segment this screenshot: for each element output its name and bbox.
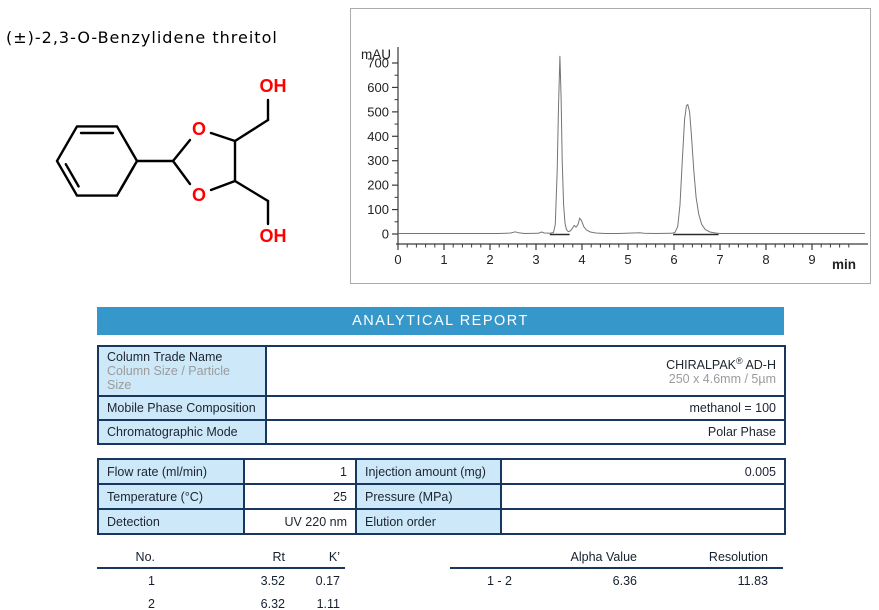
y-tick-label: 400: [367, 129, 389, 144]
y-axis-unit-label: mAU: [361, 47, 391, 62]
table-row: Column Trade Name Column Size / Particle…: [97, 345, 786, 397]
x-tick-label: 8: [762, 252, 769, 267]
chromatogram-svg: 0 100 200 300 400 500 600 700 0 1 2 3 4 5 6 7 8 9 mAU min: [361, 47, 868, 272]
oxygen-top-label: O: [192, 119, 206, 139]
flow-rate-value: 1: [243, 458, 357, 485]
analytical-report: ANALYTICAL REPORT Column Trade Name Colu…: [97, 307, 786, 610]
temperature-value: 25: [243, 483, 357, 510]
y-tick-label: 200: [367, 178, 389, 193]
separation-table: Alpha Value Resolution 1 - 2 6.36 11.83: [450, 546, 783, 592]
x-tick-label: 4: [578, 252, 585, 267]
x-tick-label: 7: [716, 252, 723, 267]
mobile-phase-value: methanol = 100: [265, 395, 786, 421]
table-row: Mobile Phase Composition methanol = 100: [97, 395, 786, 421]
column-info-table: Column Trade Name Column Size / Particle…: [97, 345, 786, 445]
y-tick-label: 700: [367, 56, 389, 71]
injection-amount-label: Injection amount (mg): [355, 458, 502, 485]
x-tick-label: 2: [486, 252, 493, 267]
compound-title: (±)-2,3-O-Benzylidene threitol: [6, 28, 278, 47]
elution-order-value: [500, 508, 786, 535]
pressure-label: Pressure (MPa): [355, 483, 502, 510]
chemical-structure: O O OH OH: [55, 76, 287, 246]
x-tick-label: 0: [394, 252, 401, 267]
separation-table-header: Alpha Value Resolution: [450, 546, 783, 569]
pressure-value: [500, 483, 786, 510]
chromatographic-mode-value: Polar Phase: [265, 419, 786, 445]
y-tick-label: 300: [367, 153, 389, 168]
column-trade-name-label: Column Trade Name Column Size / Particle…: [97, 345, 267, 397]
y-tick-label: 600: [367, 80, 389, 95]
peak-table: No. Rt K’ 1 3.52 0.17 2 6.32 1.11: [97, 546, 345, 610]
signal-trace: [398, 55, 865, 234]
x-tick-label: 1: [440, 252, 447, 267]
x-tick-label: 6: [670, 252, 677, 267]
x-axis-unit-label: min: [832, 257, 856, 272]
peak-statistics: No. Rt K’ 1 3.52 0.17 2 6.32 1.11: [97, 546, 784, 610]
chromatogram-panel: 0 100 200 300 400 500 600 700 0 1 2 3 4 5 6 7 8 9 mAU min: [350, 8, 871, 284]
elution-order-label: Elution order: [355, 508, 502, 535]
table-row: Temperature (°C) 25 Pressure (MPa): [97, 483, 786, 510]
table-row: Chromatographic Mode Polar Phase: [97, 419, 786, 445]
y-tick-label: 100: [367, 202, 389, 217]
column-trade-name-value: CHIRALPAK® AD-H 250 x 4.6mm / 5µm: [265, 345, 786, 397]
table-row: 1 3.52 0.17: [148, 573, 340, 588]
x-tick-label: 5: [624, 252, 631, 267]
dioxolane-ring: [135, 131, 237, 192]
x-tick-label: 9: [808, 252, 815, 267]
report-header: ANALYTICAL REPORT: [97, 307, 784, 335]
chromatographic-mode-label: Chromatographic Mode: [97, 419, 267, 445]
injection-amount-value: 0.005: [500, 458, 786, 485]
flow-rate-label: Flow rate (ml/min): [97, 458, 245, 485]
hydroxymethyl-groups: [233, 98, 270, 226]
table-row: 2 6.32 1.11: [148, 597, 340, 610]
oxygen-bottom-label: O: [192, 185, 206, 205]
hydroxyl-top-label: OH: [260, 76, 287, 96]
temperature-label: Temperature (°C): [97, 483, 245, 510]
hydroxyl-bottom-label: OH: [260, 226, 287, 246]
mobile-phase-label: Mobile Phase Composition: [97, 395, 267, 421]
detection-value: UV 220 nm: [243, 508, 357, 535]
peak-table-header: No. Rt K’: [97, 546, 345, 569]
table-row: Flow rate (ml/min) 1 Injection amount (m…: [97, 458, 786, 485]
conditions-table: Flow rate (ml/min) 1 Injection amount (m…: [97, 458, 786, 535]
y-tick-label: 500: [367, 104, 389, 119]
benzene-ring: [55, 125, 139, 197]
table-row: Detection UV 220 nm Elution order: [97, 508, 786, 535]
table-row: 1 - 2 6.36 11.83: [486, 573, 768, 588]
detection-label: Detection: [97, 508, 245, 535]
x-tick-label: 3: [532, 252, 539, 267]
y-tick-label: 0: [382, 227, 389, 242]
